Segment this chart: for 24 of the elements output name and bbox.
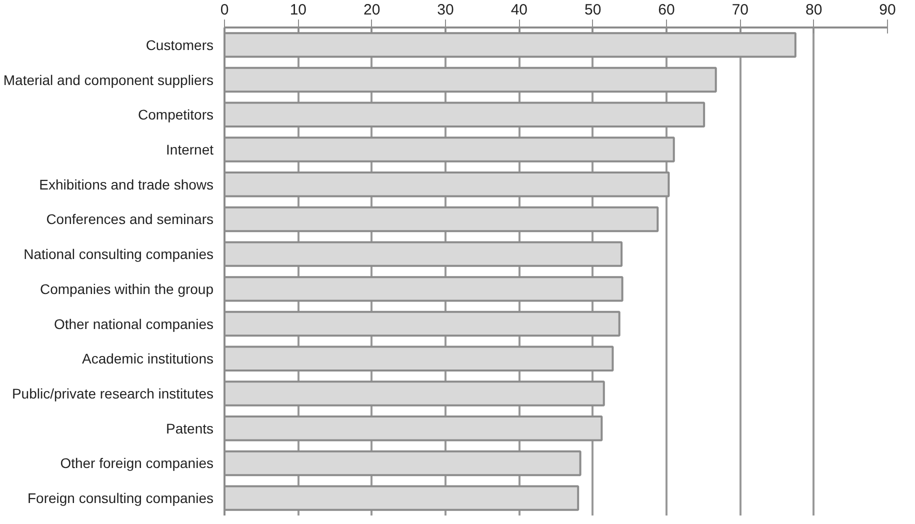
- x-tick-label: 20: [363, 2, 380, 18]
- x-tick-label: 50: [584, 2, 602, 18]
- y-tick-label: Internet: [166, 142, 214, 158]
- y-tick-label: Public/private research institutes: [12, 386, 214, 402]
- y-tick-label: Foreign consulting companies: [28, 490, 214, 506]
- y-tick-label: National consulting companies: [24, 246, 214, 262]
- y-tick-label: Patents: [166, 420, 214, 436]
- y-tick-label: Academic institutions: [82, 350, 214, 367]
- y-tick-label: Other national companies: [54, 316, 214, 332]
- y-tick-label: Customers: [146, 36, 214, 53]
- x-tick-label: 60: [658, 2, 675, 18]
- y-tick-label: Competitors: [138, 106, 214, 123]
- x-tick-label: 10: [290, 2, 307, 18]
- x-tick-label: 70: [732, 2, 749, 18]
- y-tick-label: Companies within the group: [40, 280, 214, 297]
- x-tick-label: 0: [220, 2, 229, 18]
- y-tick-label: Exhibitions and trade shows: [39, 176, 214, 192]
- x-tick-label: 90: [879, 2, 896, 18]
- x-tick-label: 40: [510, 2, 528, 18]
- y-tick-label: Material and component suppliers: [3, 72, 214, 88]
- x-tick-label: 80: [805, 2, 822, 18]
- y-tick-label: Other foreign companies: [60, 455, 214, 472]
- x-tick-label: 30: [437, 2, 454, 18]
- y-tick-label: Conferences and seminars: [46, 211, 214, 228]
